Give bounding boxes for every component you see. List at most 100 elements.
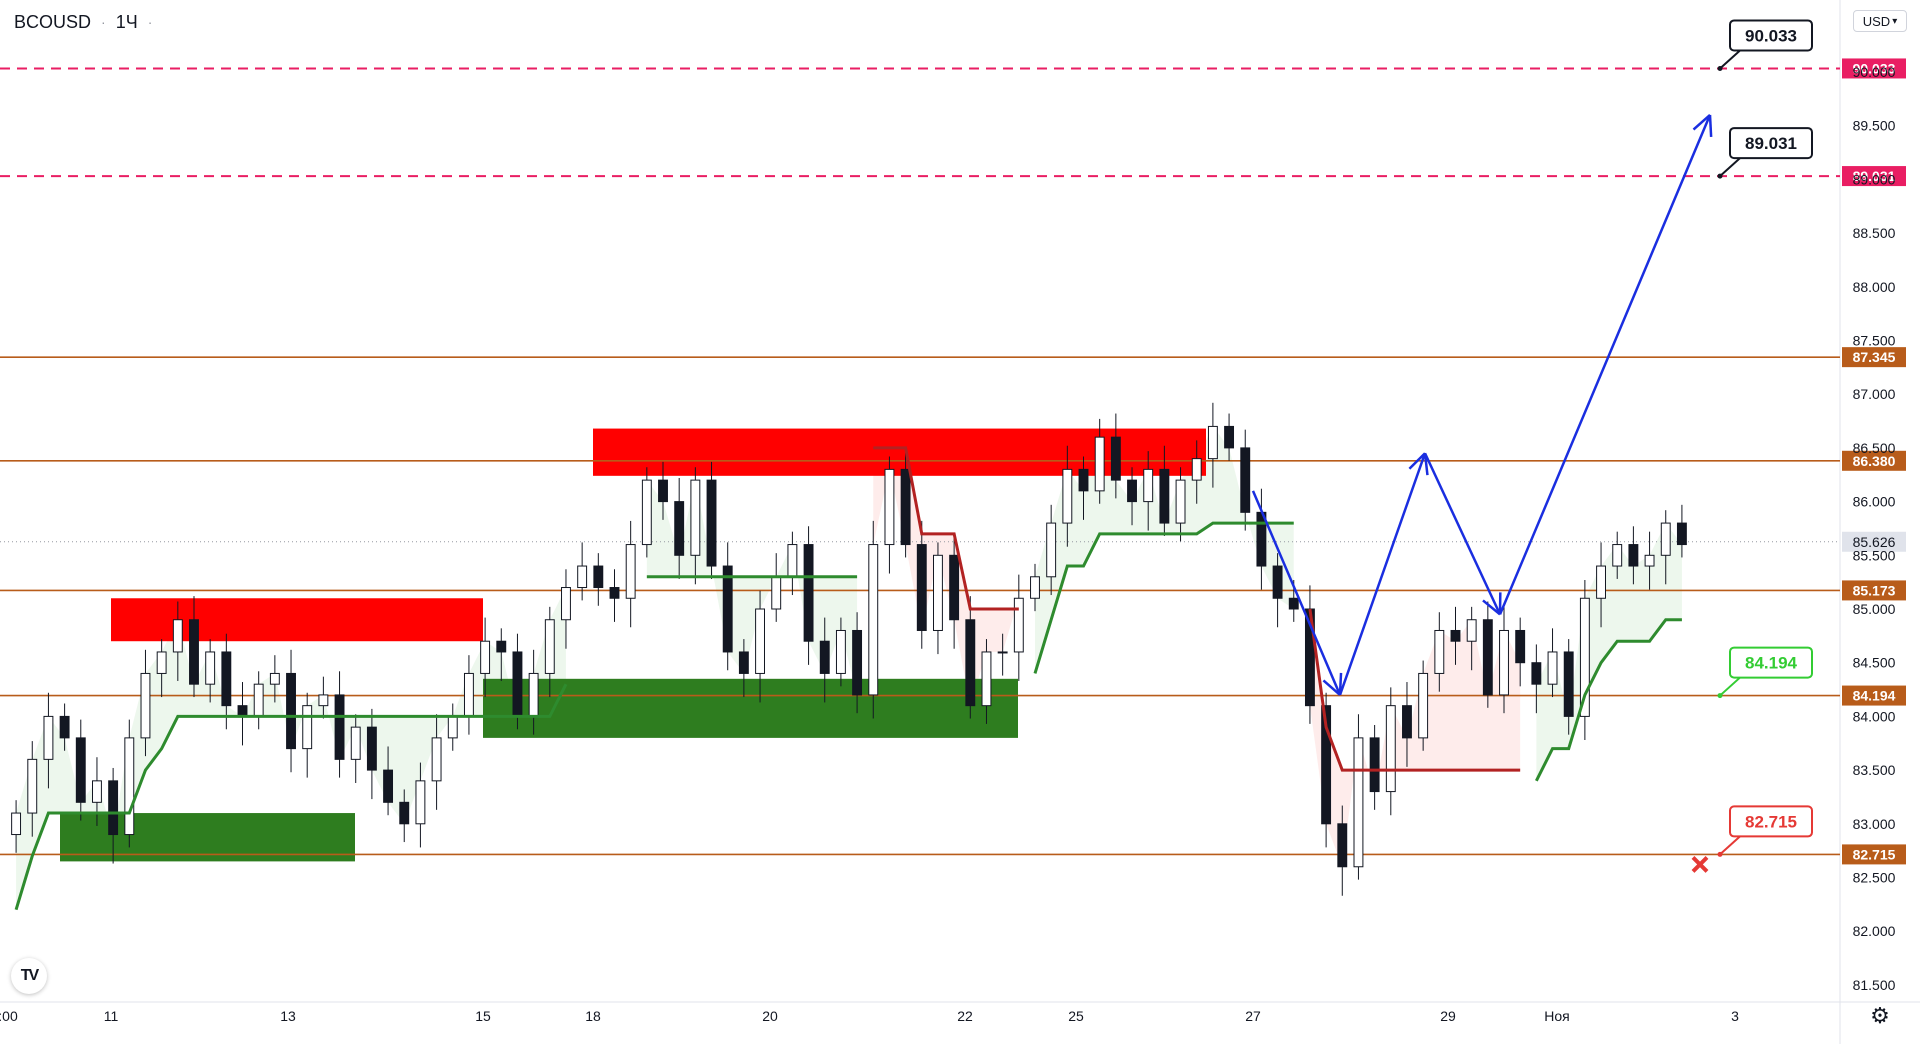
candle-body <box>1353 737 1364 868</box>
candle-body <box>480 640 491 674</box>
candle-body <box>1418 672 1429 739</box>
candle-body <box>253 683 264 717</box>
price-tick: 87.000 <box>1853 386 1896 402</box>
symbol-header[interactable]: BCOUSD · 1Ч · <box>10 10 157 34</box>
currency-label: USD <box>1862 13 1891 29</box>
candle-body <box>1175 479 1186 524</box>
candle-body <box>803 544 814 642</box>
candle-body <box>11 812 22 836</box>
supertrend-up-line <box>1033 521 1294 674</box>
candle-body <box>1466 619 1477 642</box>
price-tick: 82.500 <box>1853 870 1896 886</box>
forecast-arrowhead <box>1482 599 1501 616</box>
time-tick: 22 <box>957 1008 973 1024</box>
supertrend-down-line <box>873 446 1019 611</box>
forecast-arrow-segment <box>1251 490 1342 696</box>
time-tick: 27 <box>1245 1008 1261 1024</box>
candle-body <box>318 694 329 707</box>
callout-box <box>1729 127 1813 160</box>
time-tick: 25 <box>1068 1008 1084 1024</box>
callout-box <box>1729 19 1813 52</box>
candle-body <box>1579 597 1590 717</box>
price-tick: 81.500 <box>1853 977 1896 993</box>
candle-body <box>658 479 668 503</box>
callout-pointer <box>1719 49 1741 70</box>
candle-body <box>900 468 911 546</box>
candle-body <box>528 672 539 717</box>
symbol-name[interactable]: BCOUSD <box>14 11 92 32</box>
candle-body <box>1030 576 1040 599</box>
forecast-arrowhead <box>1322 679 1341 696</box>
forecast-arrow-segment <box>1423 452 1502 615</box>
level-price-label: 89.031 <box>1853 168 1896 184</box>
candle-body <box>286 672 296 750</box>
candle-body <box>1450 629 1461 642</box>
tradingview-logo-icon[interactable]: TV <box>11 958 47 994</box>
candle-body <box>1046 522 1057 578</box>
callout-pointer <box>1719 157 1741 177</box>
candle-body <box>561 587 571 621</box>
candle-body <box>415 780 426 825</box>
forecast-arrow-segment <box>1338 452 1427 696</box>
candle-body <box>237 705 248 717</box>
current-price-tag <box>1842 531 1906 552</box>
candle-body <box>399 801 410 825</box>
level-price-label: 84.194 <box>1853 688 1896 704</box>
candle-body <box>755 608 765 674</box>
forecast-arrowhead <box>1708 114 1713 137</box>
candle-body <box>1563 651 1574 717</box>
currency-button[interactable]: USD ▾ <box>1853 10 1907 32</box>
candle-body <box>383 769 394 803</box>
level-price-label: 90.033 <box>1853 60 1896 76</box>
candle-body <box>852 629 863 696</box>
forecast-arrowhead <box>1408 452 1426 470</box>
candle-body <box>625 544 636 599</box>
candle-body <box>27 758 38 814</box>
candle-body <box>1628 544 1639 567</box>
candle-body <box>1240 447 1251 513</box>
callout-label: 84.194 <box>1745 654 1798 673</box>
price-tick: 86.500 <box>1853 440 1896 456</box>
candle-body <box>1224 425 1235 449</box>
candle-body <box>771 576 782 610</box>
candle-body <box>690 479 701 556</box>
candle-body <box>221 651 232 707</box>
candle-body <box>431 737 442 782</box>
candle-body <box>884 468 895 546</box>
candles <box>11 402 1687 896</box>
candle-body <box>366 726 377 771</box>
level-price-tag <box>1842 844 1906 865</box>
supertrend-up-line <box>14 683 568 911</box>
gear-icon[interactable]: ⚙ <box>1870 1003 1890 1028</box>
candle-body <box>1143 468 1154 503</box>
time-tick: 3 <box>1731 1008 1739 1024</box>
candle-body <box>1434 629 1445 674</box>
callout-box <box>1729 646 1813 679</box>
time-tick: 15 <box>475 1008 491 1024</box>
candle-body <box>819 640 830 674</box>
price-tick: 88.000 <box>1853 279 1896 295</box>
candle-body <box>1612 544 1623 567</box>
candle-body <box>124 737 135 836</box>
candle-body <box>156 651 167 674</box>
supertrend-down-fill <box>1309 609 1521 867</box>
candle-body <box>334 694 345 760</box>
price-tick: 90.000 <box>1853 64 1896 80</box>
level-price-label: 87.345 <box>1853 349 1896 365</box>
candle-body <box>1660 522 1671 556</box>
current-price-label: 85.626 <box>1853 534 1896 550</box>
interval-label[interactable]: 1Ч <box>115 11 138 32</box>
supertrend-lines <box>14 446 1682 911</box>
price-tick: 86.000 <box>1853 494 1896 510</box>
price-tick: 88.500 <box>1853 225 1896 241</box>
candle-body <box>1288 597 1299 610</box>
candle-body <box>75 737 86 803</box>
callout-pointer <box>1719 835 1741 856</box>
candle-body <box>43 715 54 760</box>
level-price-tag <box>1842 58 1906 79</box>
time-tick: 18 <box>585 1008 601 1024</box>
candle-body <box>641 479 652 546</box>
candle-body <box>949 554 960 621</box>
